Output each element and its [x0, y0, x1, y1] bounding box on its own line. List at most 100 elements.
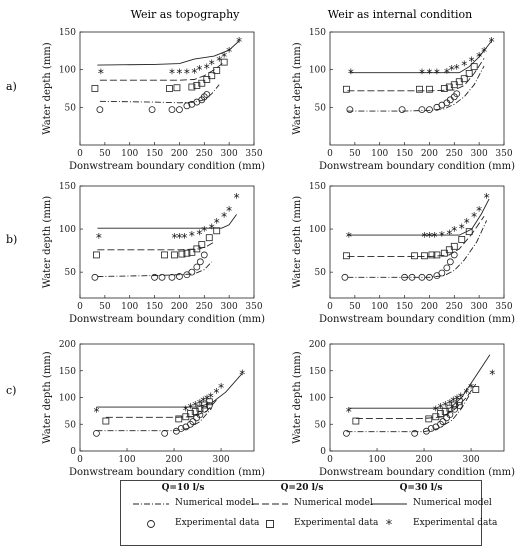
data-point-square — [171, 251, 178, 259]
data-point-circle — [168, 273, 176, 281]
plot-frame — [329, 31, 505, 146]
data-point-circle — [418, 273, 426, 281]
data-point-square — [205, 234, 213, 242]
dashdot-line-icon — [133, 503, 169, 505]
y-axis-label: Water depth (mm) — [42, 196, 53, 288]
x-tick-label: 50 — [349, 302, 361, 312]
row-label-b: b) — [6, 233, 17, 246]
x-tick-label: 200 — [421, 302, 438, 312]
dashed-line-icon — [252, 503, 288, 505]
legend-exp-label-q30: Experimental data — [413, 518, 498, 528]
data-point-star: * — [454, 393, 460, 407]
data-point-star: * — [209, 58, 215, 72]
x-tick-label: 50 — [349, 149, 361, 159]
data-point-circle — [455, 402, 463, 409]
y-axis-label: Water depth (mm) — [42, 351, 53, 443]
x-tick-label: 0 — [327, 455, 333, 465]
legend-exp-label-q20: Experimental data — [294, 518, 379, 528]
data-point-star: * — [96, 231, 102, 245]
star-marker-icon: * — [386, 518, 393, 531]
data-point-star: * — [431, 230, 437, 244]
data-point-square — [173, 84, 181, 92]
data-point-circle — [189, 418, 197, 425]
data-point-square — [458, 236, 466, 243]
data-point-star: * — [476, 204, 482, 218]
x-tick-label: 250 — [196, 149, 213, 159]
data-point-star: * — [226, 204, 232, 218]
data-point-star: * — [239, 367, 245, 381]
data-point-circle — [176, 106, 183, 113]
y-axis-label: Water depth (mm) — [292, 196, 303, 288]
data-point-star: * — [98, 67, 104, 81]
y-tick-label: 100 — [59, 225, 76, 235]
model-line-dashed — [99, 61, 225, 81]
data-point-circle — [200, 93, 208, 101]
data-point-star: * — [442, 399, 448, 413]
y-tick-label: 100 — [309, 394, 326, 404]
legend-model-label-q10: Numerical model — [175, 498, 254, 508]
data-point-circle — [201, 405, 209, 413]
data-point-square — [193, 82, 201, 89]
y-tick-label: 200 — [59, 340, 76, 350]
legend-model-label-q20: Numerical model — [294, 498, 373, 508]
data-point-square — [187, 410, 194, 417]
data-point-square — [178, 250, 186, 258]
data-point-square — [343, 85, 350, 93]
x-axis-label: Donwstream boundary condition (mm) — [69, 467, 265, 478]
data-point-star: * — [346, 230, 352, 244]
data-point-star: * — [189, 229, 195, 243]
data-point-square — [175, 415, 183, 423]
model-line-dashdot — [96, 407, 213, 432]
data-point-circle — [443, 264, 451, 272]
model-line-solid — [97, 40, 240, 66]
data-point-square — [203, 76, 211, 83]
data-point-circle — [193, 263, 201, 271]
data-point-circle — [168, 106, 176, 113]
y-tick-label: 150 — [59, 367, 76, 377]
legend-model-label-q30: Numerical model — [413, 498, 492, 508]
y-tick-label: 200 — [309, 340, 326, 350]
model-line-solid — [347, 198, 490, 236]
model-line-dashdot — [347, 220, 488, 278]
data-point-star: * — [426, 67, 432, 81]
legend-exp-label-q10: Experimental data — [175, 518, 260, 528]
data-point-star: * — [471, 210, 477, 224]
data-point-square — [455, 398, 463, 406]
x-tick-label: 350 — [245, 302, 262, 312]
y-tick-label: 50 — [65, 103, 77, 113]
data-point-star: * — [458, 390, 464, 404]
data-point-circle — [427, 425, 435, 432]
data-point-star: * — [204, 61, 210, 75]
data-point-star: * — [489, 367, 495, 381]
data-point-circle — [453, 90, 461, 98]
data-point-square — [343, 252, 350, 260]
x-tick-label: 100 — [371, 149, 388, 159]
y-axis-label: Water depth (mm) — [42, 42, 53, 134]
data-point-circle — [418, 106, 426, 113]
data-point-star: * — [176, 231, 182, 245]
y-tick-label: 0 — [320, 447, 326, 457]
data-point-star: * — [439, 229, 445, 243]
data-point-star: * — [446, 227, 452, 241]
y-tick-label: 150 — [309, 182, 326, 192]
data-point-circle — [203, 91, 211, 98]
x-tick-label: 350 — [495, 302, 512, 312]
data-point-star: * — [196, 63, 202, 77]
data-point-star: * — [433, 403, 439, 417]
data-point-square — [102, 417, 110, 425]
x-axis-label: Donwstream boundary condition (mm) — [69, 161, 265, 172]
model-line-dashdot — [99, 84, 220, 104]
data-point-circle — [438, 269, 446, 277]
model-line-solid — [348, 354, 491, 409]
data-point-circle — [426, 106, 433, 113]
legend-model-row-q30: Numerical model — [361, 497, 492, 511]
data-point-star: * — [218, 381, 224, 395]
data-point-star: * — [201, 224, 207, 238]
data-point-square — [213, 227, 221, 235]
data-point-square — [416, 85, 423, 93]
data-point-square — [193, 245, 201, 253]
data-point-square — [445, 246, 453, 254]
data-point-square — [188, 83, 196, 91]
data-point-circle — [398, 106, 406, 113]
x-tick-label: 0 — [77, 455, 83, 465]
